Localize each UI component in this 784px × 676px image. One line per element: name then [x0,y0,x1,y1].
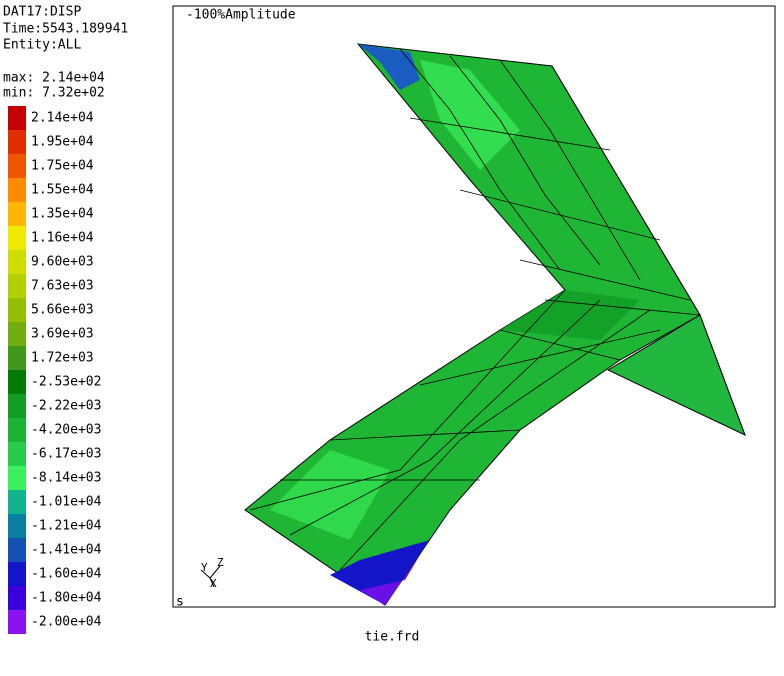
legend-label: -1.01e+04 [31,495,102,510]
legend-label: 5.66e+03 [31,303,94,318]
legend-swatch [8,274,26,298]
mesh-lines [249,48,746,571]
legend-label: -2.53e+02 [31,375,101,390]
max-label: max: 2.14e+04 [3,71,105,86]
model [244,43,746,606]
legend-label: -1.41e+04 [31,543,102,558]
triad-z: Z [217,556,224,569]
light-patch [420,60,520,170]
legend-swatch [8,370,26,394]
legend-swatch [8,322,26,346]
entity-label: Entity:ALL [3,38,81,53]
legend-swatch [8,178,26,202]
time-label: Time:5543.189941 [3,22,128,37]
legend-swatch [8,106,26,130]
triad-axis [209,577,215,588]
legend-label: -1.21e+04 [31,519,102,534]
legend-swatch [8,538,26,562]
legend-label: 1.95e+04 [31,135,94,150]
triad-x: X [210,577,217,590]
legend-swatch [8,394,26,418]
triad-axis [200,569,211,579]
amplitude-label: -100%Amplitude [186,8,296,23]
triad-axis [209,565,221,579]
dataset-label: DAT17:DISP [3,5,81,20]
legend-label: 1.75e+04 [31,159,94,174]
triad-y: Y [201,561,208,574]
file-label: tie.frd [365,630,420,645]
legend-swatch [8,610,26,634]
legend-label: 1.55e+04 [31,183,94,198]
legend-label: 2.14e+04 [31,111,94,126]
legend-swatch [8,490,26,514]
legend-swatch [8,586,26,610]
purple-tip [360,555,420,605]
legend-swatch [8,442,26,466]
legend-swatch [8,130,26,154]
legend-label: 1.35e+04 [31,207,94,222]
legend-swatch [8,562,26,586]
legend-swatch [8,418,26,442]
legend-label: 9.60e+03 [31,255,94,270]
legend-swatch [8,298,26,322]
blue-tip [330,510,450,605]
legend-label: -1.80e+04 [31,591,102,606]
legend-swatch [8,250,26,274]
legend-label: 7.63e+03 [31,279,94,294]
light-patch [270,450,390,540]
legend-label: -8.14e+03 [31,471,101,486]
axis-triad: Y Z X [200,556,224,590]
legend-label: 1.16e+04 [31,231,94,246]
dark-patch [500,290,640,340]
legend-swatch [8,154,26,178]
legend-label: -4.20e+03 [31,423,101,438]
legend-label: -6.17e+03 [31,447,101,462]
mode-label: s [176,595,184,610]
legend-swatch [8,346,26,370]
legend-label: 3.69e+03 [31,327,94,342]
legend-swatch [8,466,26,490]
legend-swatch [8,226,26,250]
legend-label: -2.22e+03 [31,399,101,414]
legend-swatch [8,202,26,226]
legend-label: -1.60e+04 [31,567,102,582]
legend-swatch [8,514,26,538]
legend-label: 1.72e+03 [31,351,94,366]
min-label: min: 7.32e+02 [3,86,105,101]
blue-patch [358,44,420,90]
legend-label: -2.00e+04 [31,615,102,630]
